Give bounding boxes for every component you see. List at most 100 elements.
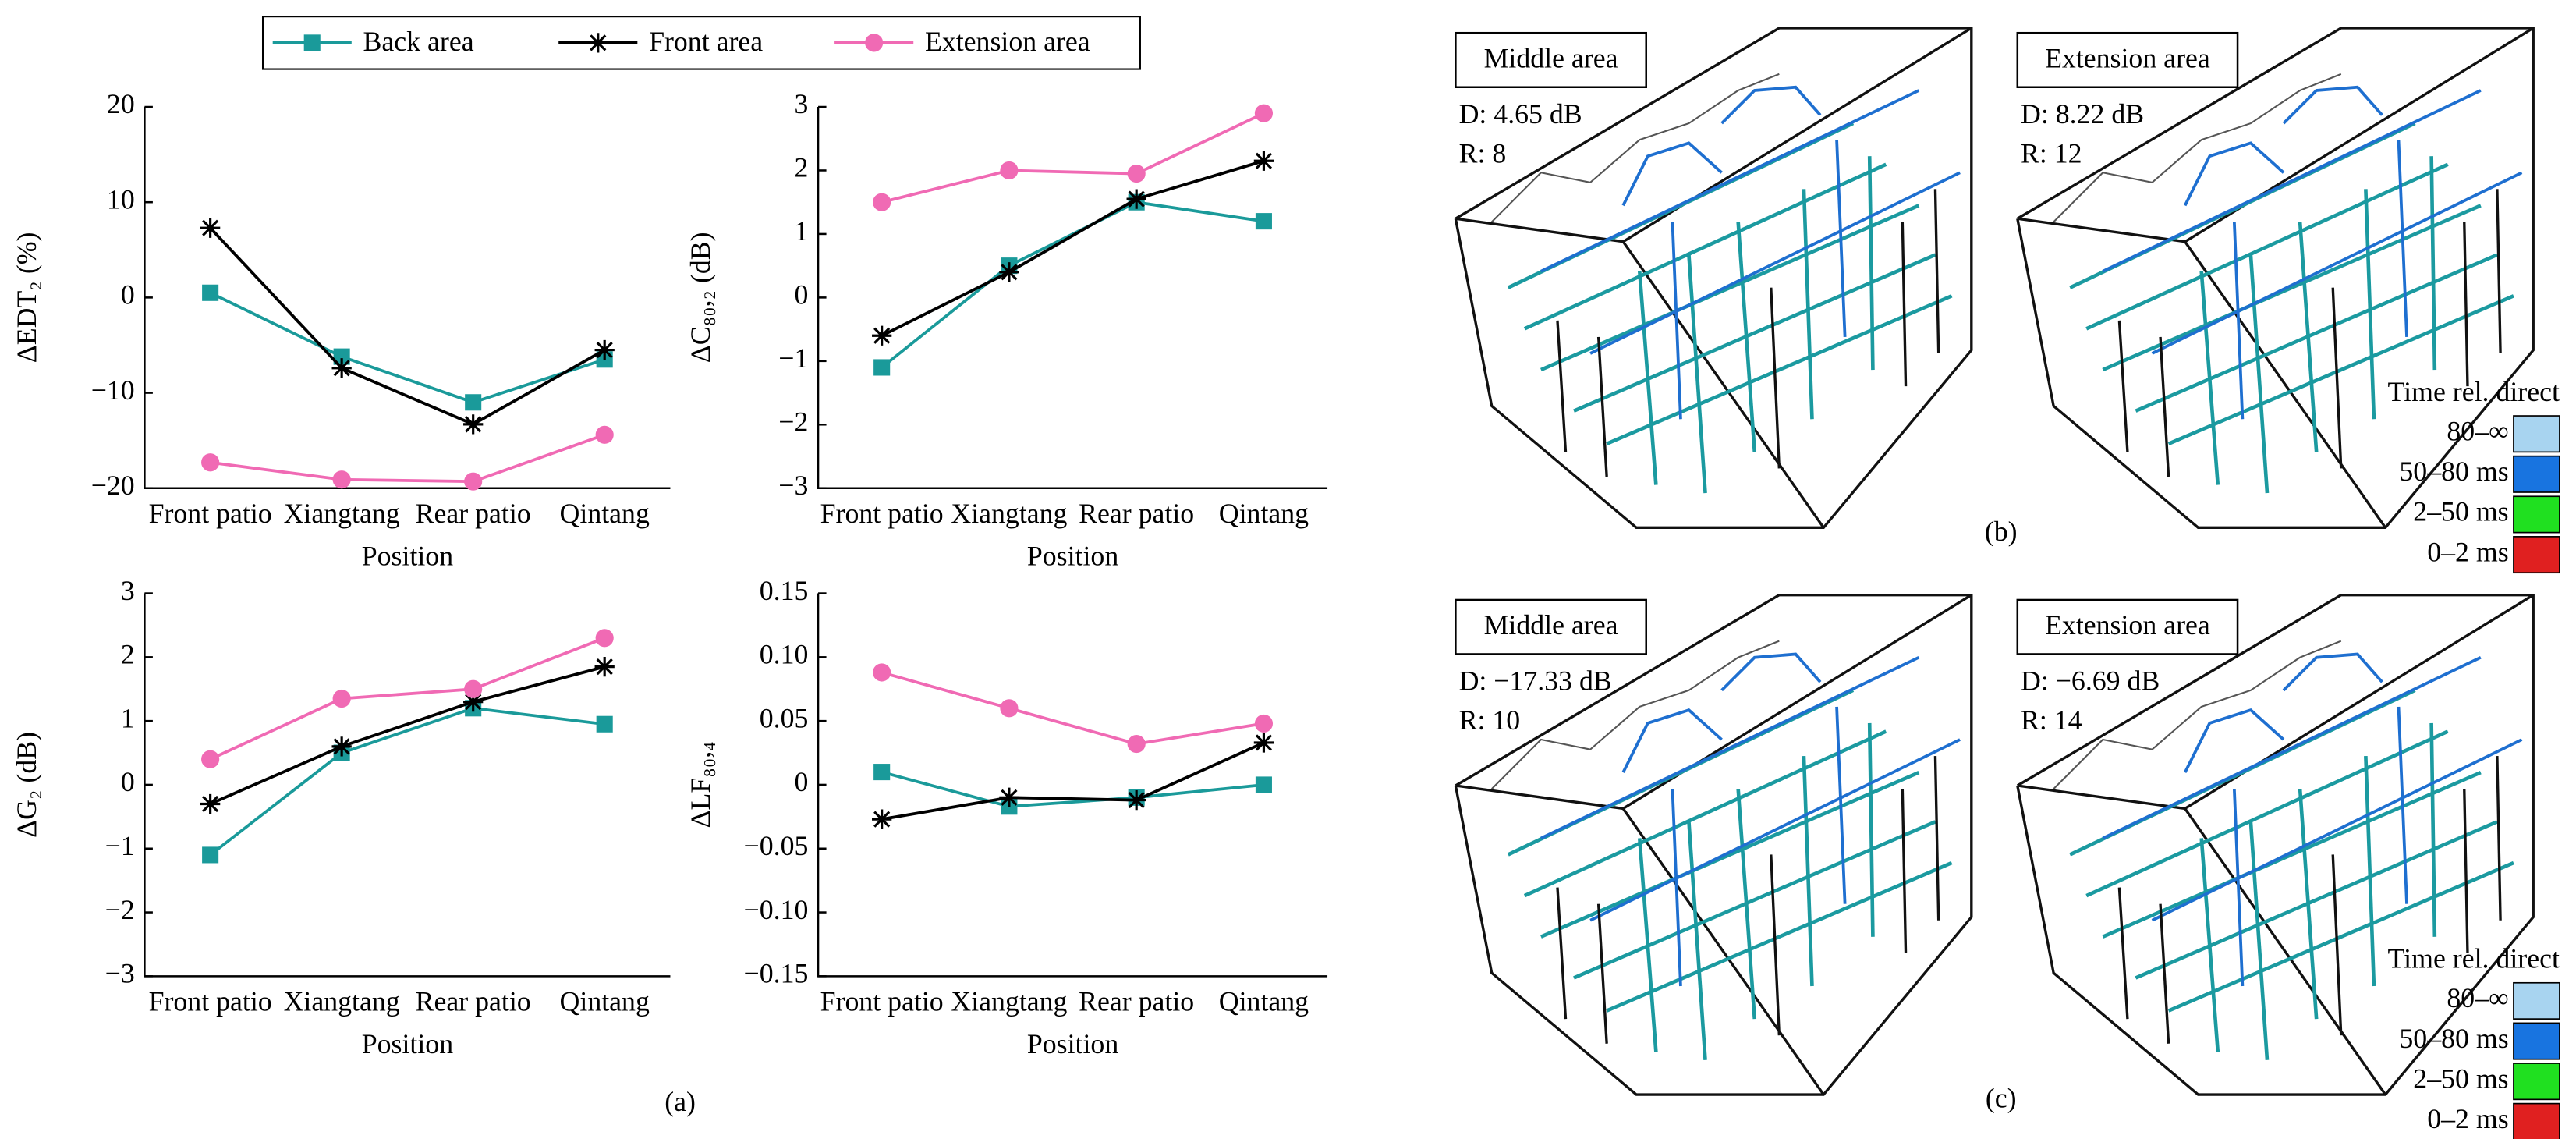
marker xyxy=(202,284,219,301)
y-tick-label: 0 xyxy=(121,766,135,797)
rendering: Middle area D: −17.33 dB R: 10 xyxy=(1455,595,1971,1095)
time-legend-swatch xyxy=(2513,536,2560,574)
marker xyxy=(1255,776,1272,793)
marker xyxy=(200,793,221,814)
y-tick-label: −10 xyxy=(91,374,135,406)
rendering-d: D: −17.33 dB xyxy=(1459,665,1612,697)
x-tick-label: Front patio xyxy=(820,985,944,1017)
time-legend-item: 80–∞ xyxy=(2447,982,2508,1013)
x-axis-label: Position xyxy=(362,541,453,572)
y-tick-label: −0.15 xyxy=(744,958,809,989)
axis xyxy=(144,593,671,978)
x-tick-label: Front patio xyxy=(820,498,944,529)
y-tick-label: 3 xyxy=(794,88,808,119)
rendering-d: D: 8.22 dB xyxy=(2021,98,2144,130)
series-line xyxy=(209,665,605,806)
rendering-d: D: 4.65 dB xyxy=(1459,98,1582,130)
legend-label: Back area xyxy=(363,26,474,57)
x-tick-label: Rear patio xyxy=(1079,985,1194,1017)
time-legend-swatch xyxy=(2513,981,2560,1020)
marker xyxy=(1254,714,1274,733)
time-legend-title: Time rel. direct xyxy=(2388,376,2560,407)
marker xyxy=(333,348,350,365)
time-legend-item: 0–2 ms xyxy=(2427,1103,2508,1134)
time-legend-item: 2–50 ms xyxy=(2413,1063,2508,1094)
y-tick-label: 20 xyxy=(107,88,135,119)
marker xyxy=(999,262,1019,282)
y-tick-label: −0.10 xyxy=(744,894,809,925)
marker xyxy=(464,679,483,698)
y-tick-label: 0.05 xyxy=(760,702,809,733)
rendering-title: Extension area xyxy=(2045,42,2210,73)
x-tick-label: Xiangtang xyxy=(951,498,1067,529)
series-line xyxy=(209,637,605,761)
marker xyxy=(865,34,884,52)
marker xyxy=(463,691,484,712)
y-axis-label: ΔLF₈₀,₄ xyxy=(685,741,716,828)
series-line xyxy=(881,770,1264,808)
marker xyxy=(1127,735,1146,754)
x-tick-label: Qintang xyxy=(560,985,650,1017)
marker xyxy=(1000,699,1019,718)
marker xyxy=(1127,164,1146,183)
series-line xyxy=(881,671,1264,746)
title-box xyxy=(1455,31,1647,89)
rendering-r: R: 10 xyxy=(1459,704,1521,736)
marker xyxy=(463,414,484,435)
y-tick-label: 0 xyxy=(794,279,808,310)
y-tick-label: −3 xyxy=(778,470,808,501)
time-legend-swatch xyxy=(2513,1022,2560,1060)
y-tick-label: −2 xyxy=(105,894,135,925)
legend: Back area Front area Extension area xyxy=(261,16,1141,70)
marker xyxy=(594,339,615,360)
marker xyxy=(873,193,891,211)
time-legend-title: Time rel. direct xyxy=(2388,943,2560,974)
series-line xyxy=(210,433,605,484)
line-chart: −0.15 −0.10 −0.05 0 0.05 0.10 0.15 Front patio X… xyxy=(685,575,1328,1059)
marker xyxy=(873,359,891,376)
marker xyxy=(872,809,892,829)
y-axis-label: ΔG₂ (dB) xyxy=(11,732,42,838)
marker xyxy=(1126,189,1146,209)
y-tick-label: −1 xyxy=(105,830,135,861)
line-chart: −20 −10 0 10 20 Front patio Xiangtang Rear pati… xyxy=(11,88,671,572)
marker xyxy=(596,715,613,733)
title-box xyxy=(2016,598,2239,655)
y-tick-label: 10 xyxy=(107,183,135,215)
time-legend-swatch xyxy=(2513,495,2560,534)
legend-label: Front area xyxy=(649,26,763,57)
rendering-title: Extension area xyxy=(2045,609,2210,640)
x-tick-label: Front patio xyxy=(149,498,272,529)
marker xyxy=(332,470,351,489)
time-legend-item: 80–∞ xyxy=(2447,415,2508,446)
y-tick-label: 1 xyxy=(121,702,135,733)
y-tick-label: −1 xyxy=(778,342,808,374)
y-axis-label: ΔEDT₂ (%) xyxy=(11,232,42,364)
time-legend-item: 2–50 ms xyxy=(2413,496,2508,527)
marker xyxy=(594,656,615,677)
x-axis-label: Position xyxy=(1027,541,1118,572)
panel-label: (a) xyxy=(664,1086,696,1117)
marker xyxy=(872,325,892,346)
y-tick-label: −2 xyxy=(778,406,808,437)
rendering-title: Middle area xyxy=(1484,42,1618,73)
y-tick-label: −0.05 xyxy=(744,830,809,861)
marker xyxy=(201,453,220,472)
marker xyxy=(465,394,482,411)
marker xyxy=(1254,104,1274,122)
x-axis-label: Position xyxy=(362,1028,453,1059)
marker xyxy=(873,663,891,682)
y-tick-label: 1 xyxy=(794,215,808,247)
y-tick-label: 2 xyxy=(794,152,808,183)
panel-label: (c) xyxy=(1986,1083,2017,1114)
series-line xyxy=(209,226,606,426)
marker xyxy=(595,629,614,648)
y-tick-label: 0.15 xyxy=(760,575,809,606)
marker xyxy=(202,846,219,864)
marker xyxy=(331,358,352,378)
title-box xyxy=(2016,31,2239,89)
rendering-r: R: 12 xyxy=(2021,137,2082,169)
series-line xyxy=(881,200,1264,369)
